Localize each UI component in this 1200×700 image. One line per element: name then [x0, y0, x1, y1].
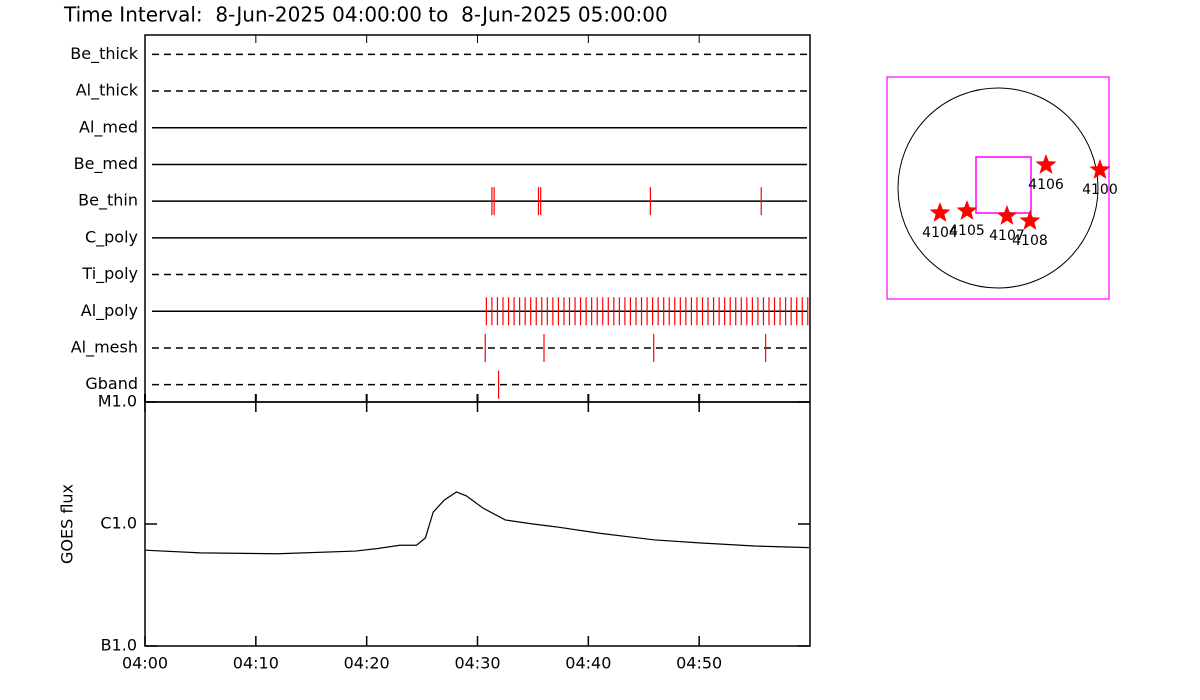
goes-frame [144, 401, 811, 647]
x-tick-label: 04:40 [565, 654, 611, 673]
x-tick-label: 04:00 [122, 654, 168, 673]
row-label: Gband [85, 374, 138, 393]
x-tick-label: 04:20 [344, 654, 390, 673]
region-label: 4100 [1082, 182, 1118, 198]
solar-disk [897, 87, 1099, 289]
x-tick-label: 04:10 [233, 654, 279, 673]
region-marker [996, 205, 1018, 225]
region-marker [1019, 210, 1041, 230]
y-tick-label: M1.0 [98, 392, 137, 411]
region-marker [1035, 154, 1057, 174]
region-label: 4108 [1012, 233, 1048, 249]
row-label: Be_med [74, 154, 138, 174]
region-marker [929, 202, 951, 222]
region-label: 4105 [949, 223, 985, 239]
region-label: 4107 [989, 228, 1025, 244]
row-label: Al_poly [81, 301, 138, 321]
region-marker [956, 200, 978, 220]
fov-box [975, 156, 1032, 214]
chart-title: Time Interval: 8-Jun-2025 04:00:00 to 8-… [63, 3, 668, 27]
row-label: Ti_poly [81, 264, 138, 284]
row-label: Be_thick [70, 44, 138, 64]
y-axis-label: GOES flux [58, 484, 77, 564]
region-label: 4104 [922, 225, 958, 241]
row-label: C_poly [85, 227, 138, 247]
map-frame [886, 76, 1110, 300]
goes-curve [144, 491, 809, 555]
timeline-frame [144, 34, 811, 403]
row-label: Be_thin [78, 191, 138, 211]
x-tick-label: 04:50 [676, 654, 722, 673]
y-tick-label: C1.0 [100, 514, 137, 533]
region-marker [1089, 159, 1111, 179]
x-tick-label: 04:30 [454, 654, 500, 673]
row-label: Al_thick [76, 81, 139, 101]
y-tick-label: B1.0 [101, 636, 137, 655]
region-label: 4106 [1028, 177, 1064, 193]
row-label: Al_mesh [71, 337, 138, 357]
row-label: Al_med [79, 117, 138, 137]
